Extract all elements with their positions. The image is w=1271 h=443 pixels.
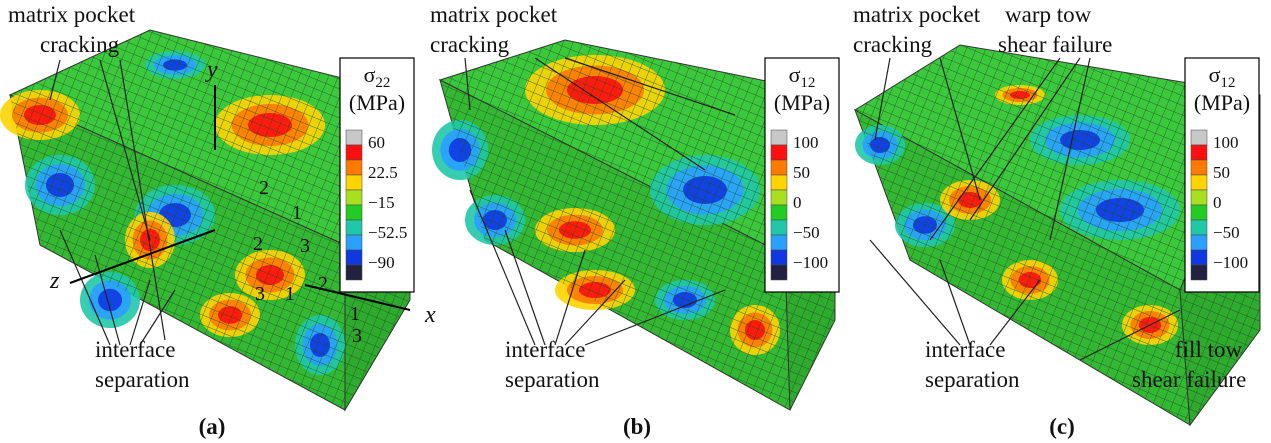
panel-label: (a) — [199, 414, 226, 439]
axis-label: y — [205, 57, 218, 83]
legend-unit: (MPa) — [774, 90, 830, 115]
legend-unit: (MPa) — [1194, 90, 1250, 115]
annotation: cracking — [853, 32, 933, 57]
annotation: separation — [95, 367, 190, 392]
figure: σ22(MPa)6022.5−15−52.5−90matrix pocketcr… — [0, 0, 1271, 443]
local-axis-label: 2 — [318, 273, 328, 295]
panel-label: (c) — [1049, 414, 1075, 439]
colorbar-swatch — [1191, 205, 1207, 220]
annotation: interface — [925, 337, 1005, 362]
annotation: warp tow — [1005, 2, 1092, 27]
legend-tick: −100 — [1213, 253, 1248, 272]
legend-tick: 100 — [793, 133, 819, 152]
panel: σ12(MPa) 100 50 0 −50 −100 matrix pocket cracki… — [430, 2, 839, 439]
axis-label: z — [49, 268, 60, 294]
annotation: interface — [505, 337, 585, 362]
legend-unit: (MPa) — [349, 90, 405, 115]
annotation: shear failure — [1132, 367, 1246, 392]
colorbar-swatch — [346, 160, 362, 175]
legend-tick: −15 — [368, 193, 395, 212]
colorbar-swatch — [771, 130, 787, 145]
colorbar-swatch — [346, 250, 362, 265]
local-axis-label: 3 — [255, 283, 265, 305]
legend-tick: 100 — [1213, 133, 1239, 152]
legend-tick: 0 — [1213, 193, 1222, 212]
colorbar-swatch — [771, 190, 787, 205]
legend-tick: −50 — [793, 223, 820, 242]
local-axis-label: 1 — [350, 303, 360, 325]
legend-tick: 50 — [793, 163, 810, 182]
panel-label: (b) — [623, 414, 651, 439]
legend-tick: 0 — [793, 193, 802, 212]
axis-label: x — [424, 302, 436, 328]
colorbar-swatch — [1191, 235, 1207, 250]
colorbar-swatch — [1191, 145, 1207, 160]
legend-tick: −50 — [1213, 223, 1240, 242]
local-axis-label: 3 — [352, 325, 362, 347]
legend-subscript: 12 — [1220, 75, 1235, 91]
legend-tick: 50 — [1213, 163, 1230, 182]
annotation: interface — [95, 337, 175, 362]
colorbar-swatch — [771, 235, 787, 250]
legend-tick: −52.5 — [368, 223, 407, 242]
colorbar-swatch — [1191, 265, 1207, 280]
annotation: shear failure — [998, 32, 1112, 57]
legend-symbol: σ — [1209, 62, 1221, 87]
annotation: matrix pocket — [853, 2, 981, 27]
local-axis-label: 2 — [259, 177, 269, 199]
colorbar-swatch — [771, 220, 787, 235]
legend-symbol: σ — [789, 62, 801, 87]
legend-tick: −90 — [368, 253, 395, 272]
colorbar-swatch — [346, 145, 362, 160]
colorbar-swatch — [1191, 130, 1207, 145]
colorbar-swatch — [1191, 250, 1207, 265]
colorbar-swatch — [346, 205, 362, 220]
colorbar-swatch — [1191, 220, 1207, 235]
colorbar-swatch — [771, 145, 787, 160]
colorbar-swatch — [346, 175, 362, 190]
colorbar-swatch — [771, 265, 787, 280]
annotation: separation — [505, 367, 600, 392]
annotation: separation — [925, 367, 1020, 392]
colorbar-swatch — [346, 190, 362, 205]
annotation: cracking — [430, 32, 510, 57]
colorbar-swatch — [771, 205, 787, 220]
local-axis-label: 1 — [292, 202, 302, 224]
legend-subscript: 12 — [800, 75, 815, 91]
colorbar-swatch — [346, 130, 362, 145]
local-axis-label: 3 — [300, 235, 310, 257]
legend-subscript: 22 — [375, 75, 390, 91]
colorbar-swatch — [1191, 160, 1207, 175]
legend-tick: 60 — [368, 133, 385, 152]
local-axis-label: 1 — [285, 283, 295, 305]
colorbar-swatch — [346, 235, 362, 250]
legend-symbol: σ — [364, 62, 376, 87]
local-axis-label: 2 — [253, 233, 263, 255]
annotation: fill tow — [1175, 337, 1242, 362]
colorbar-swatch — [1191, 175, 1207, 190]
colorbar-swatch — [771, 160, 787, 175]
annotation: cracking — [40, 32, 120, 57]
legend-tick: −100 — [793, 253, 828, 272]
annotation: matrix pocket — [8, 2, 136, 27]
colorbar-swatch — [771, 175, 787, 190]
panel: σ12(MPa) 100 50 0 −50 −100 matrix pocket cracki… — [853, 2, 1260, 439]
legend-tick: 22.5 — [368, 163, 398, 182]
colorbar-swatch — [1191, 190, 1207, 205]
colorbar-swatch — [771, 250, 787, 265]
colorbar-swatch — [346, 265, 362, 280]
colorbar-swatch — [346, 220, 362, 235]
annotation: matrix pocket — [430, 2, 558, 27]
